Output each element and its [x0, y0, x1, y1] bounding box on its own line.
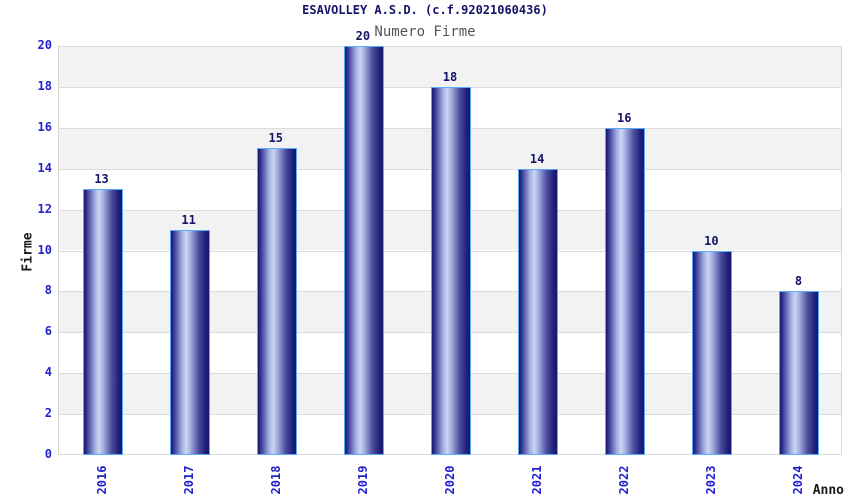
bar-2023 [692, 250, 733, 455]
y-tick-label: 14 [37, 160, 52, 175]
x-tick-label: 2024 [791, 465, 806, 495]
y-tick-label: 10 [37, 242, 52, 257]
bar-value-label: 20 [355, 29, 371, 43]
y-tick-label: 12 [37, 201, 52, 216]
bar-value-label: 14 [529, 151, 545, 166]
x-tick-label: 2016 [94, 465, 109, 495]
bar-2018 [256, 148, 297, 455]
plot-area [58, 46, 842, 455]
y-tick-label: 20 [37, 38, 52, 52]
bar-2024 [779, 291, 820, 455]
bar-value-label: 13 [94, 172, 109, 187]
y-tick-label: 16 [37, 119, 52, 134]
chart-title: ESAVOLLEY A.S.D. (c.f.92021060436) [302, 3, 548, 17]
bar-value-label: 16 [616, 110, 632, 125]
gridline [59, 46, 841, 47]
y-tick-label: 4 [44, 365, 52, 380]
y-tick-label: 6 [44, 324, 52, 339]
bar-2019 [343, 46, 384, 455]
bar-value-label: 11 [181, 213, 196, 228]
bar-2017 [169, 230, 210, 455]
bar-value-label: 8 [794, 274, 803, 289]
y-tick-label: 0 [44, 447, 52, 461]
bar-2021 [518, 168, 559, 455]
plot-band [59, 46, 841, 87]
bar-2022 [605, 127, 646, 455]
bar-2016 [82, 189, 123, 455]
y-tick-label: 8 [44, 283, 52, 298]
y-tick-label: 18 [37, 78, 52, 93]
bar-value-label: 18 [442, 69, 458, 84]
bar-2020 [431, 86, 471, 455]
bar-value-label: 15 [268, 131, 283, 146]
x-tick-label: 2021 [530, 465, 545, 495]
x-tick-label: 2019 [355, 465, 370, 495]
y-tick-label: 2 [44, 406, 52, 421]
x-tick-label: 2018 [268, 465, 283, 495]
x-axis-title: Anno [812, 483, 844, 498]
x-tick-label: 2023 [704, 465, 719, 495]
x-tick-label: 2017 [181, 465, 196, 495]
bar-value-label: 10 [704, 233, 719, 248]
x-tick-label: 2020 [443, 465, 457, 495]
chart-subtitle: Numero Firme [374, 24, 476, 40]
x-tick-label: 2022 [617, 465, 632, 495]
